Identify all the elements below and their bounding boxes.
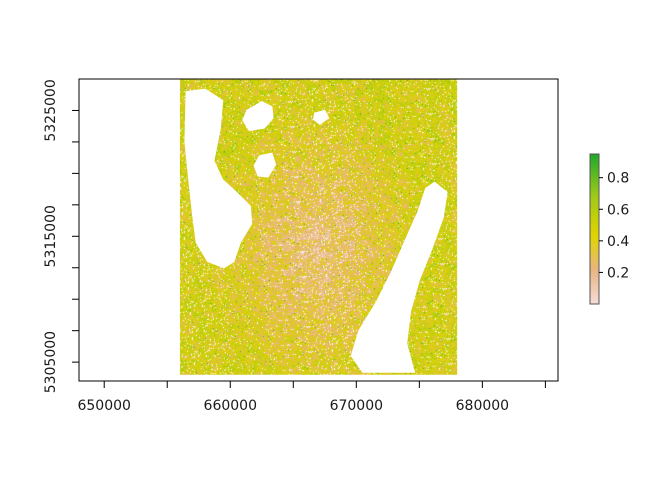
x-tick-label: 660000 [204,398,257,414]
water-bodies [184,88,448,373]
y-tick-label: 5315000 [43,205,59,267]
legend-ticks: 0.2 0.4 0.6 0.8 [599,171,629,281]
legend-tick-label: 0.2 [607,265,629,281]
lake-4 [253,152,277,178]
y-tick-label: 5305000 [43,331,59,393]
legend-tick-label: 0.4 [607,234,629,250]
x-tick-label: 680000 [456,398,509,414]
x-axis: 650000 660000 670000 680000 [77,380,546,414]
legend-tick-label: 0.6 [607,202,629,218]
x-tick-label: 670000 [330,398,383,414]
y-tick-label: 5325000 [43,79,59,141]
lake-3 [242,101,274,132]
x-tick-label: 650000 [77,398,130,414]
lake-5 [312,109,330,125]
lake-1 [184,88,253,269]
color-legend: 0.2 0.4 0.6 0.8 [589,153,629,305]
legend-tick-label: 0.8 [607,171,629,187]
raster-layer [179,79,458,375]
lake-2 [350,181,448,373]
y-axis: 5305000 5315000 5325000 [43,79,80,393]
legend-colorbar [589,153,600,305]
